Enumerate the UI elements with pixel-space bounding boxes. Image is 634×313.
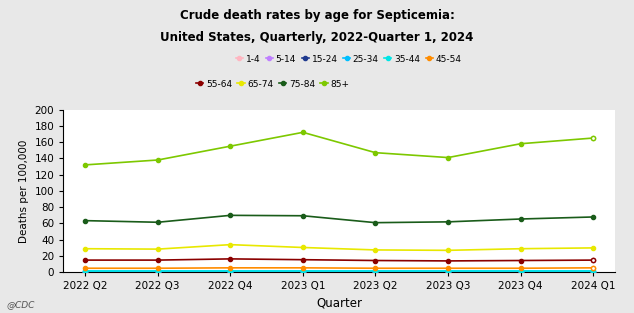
15-24	[590, 270, 597, 274]
55-64	[444, 259, 452, 263]
35-44	[372, 269, 379, 273]
Y-axis label: Deaths per 100,000: Deaths per 100,000	[19, 139, 29, 243]
35-44	[517, 269, 524, 273]
55-64	[372, 259, 379, 262]
25-34	[590, 269, 597, 273]
45-54	[590, 266, 597, 270]
1-4	[154, 270, 162, 274]
25-34	[444, 269, 452, 273]
55-64	[81, 258, 89, 262]
15-24	[154, 270, 162, 274]
85+	[444, 156, 452, 159]
25-34	[226, 269, 234, 273]
Text: Crude death rates by age for Septicemia:: Crude death rates by age for Septicemia:	[179, 9, 455, 23]
5-14	[444, 270, 452, 274]
1-4	[590, 270, 597, 274]
1-4	[517, 270, 524, 274]
55-64	[299, 258, 307, 262]
1-4	[444, 270, 452, 274]
45-54	[226, 266, 234, 270]
65-74	[226, 243, 234, 247]
5-14	[81, 270, 89, 274]
5-14	[154, 270, 162, 274]
45-54	[299, 266, 307, 270]
15-24	[372, 270, 379, 274]
35-44	[590, 269, 597, 273]
65-74	[154, 247, 162, 251]
35-44	[81, 269, 89, 273]
85+	[81, 163, 89, 167]
5-14	[517, 270, 524, 274]
25-34	[154, 269, 162, 273]
5-14	[590, 270, 597, 274]
45-54	[372, 266, 379, 270]
5-14	[226, 270, 234, 274]
25-34	[81, 269, 89, 273]
15-24	[81, 270, 89, 274]
Line: 25-34: 25-34	[83, 269, 595, 274]
Line: 55-64: 55-64	[83, 257, 595, 263]
15-24	[226, 270, 234, 274]
85+	[590, 136, 597, 140]
35-44	[444, 269, 452, 273]
55-64	[154, 258, 162, 262]
Line: 15-24: 15-24	[83, 270, 595, 274]
1-4	[372, 270, 379, 274]
85+	[299, 131, 307, 134]
Text: @CDC: @CDC	[6, 300, 35, 309]
1-4	[299, 270, 307, 274]
45-54	[81, 266, 89, 270]
Line: 1-4: 1-4	[83, 270, 595, 274]
65-74	[444, 249, 452, 252]
45-54	[154, 266, 162, 270]
5-14	[372, 270, 379, 274]
Line: 65-74: 65-74	[83, 243, 595, 252]
25-34	[299, 269, 307, 273]
45-54	[517, 266, 524, 270]
75-84	[517, 217, 524, 221]
1-4	[81, 270, 89, 274]
55-64	[517, 259, 524, 262]
85+	[372, 151, 379, 155]
15-24	[444, 270, 452, 274]
35-44	[154, 269, 162, 273]
Line: 85+: 85+	[83, 130, 595, 167]
75-84	[299, 214, 307, 218]
65-74	[299, 246, 307, 249]
75-84	[154, 220, 162, 224]
X-axis label: Quarter: Quarter	[316, 297, 362, 310]
35-44	[299, 269, 307, 273]
Line: 45-54: 45-54	[83, 266, 595, 270]
75-84	[444, 220, 452, 224]
1-4	[226, 270, 234, 274]
25-34	[372, 269, 379, 273]
25-34	[517, 269, 524, 273]
55-64	[590, 258, 597, 262]
15-24	[299, 270, 307, 274]
Line: 75-84: 75-84	[83, 213, 595, 225]
45-54	[444, 266, 452, 270]
85+	[154, 158, 162, 162]
85+	[226, 144, 234, 148]
75-84	[372, 221, 379, 224]
Legend: 55-64, 65-74, 75-84, 85+: 55-64, 65-74, 75-84, 85+	[196, 80, 349, 89]
75-84	[590, 215, 597, 219]
15-24	[517, 270, 524, 274]
65-74	[517, 247, 524, 251]
65-74	[81, 247, 89, 251]
Line: 5-14: 5-14	[83, 270, 595, 274]
Text: United States, Quarterly, 2022-Quarter 1, 2024: United States, Quarterly, 2022-Quarter 1…	[160, 31, 474, 44]
65-74	[372, 248, 379, 252]
75-84	[226, 213, 234, 217]
5-14	[299, 270, 307, 274]
Line: 35-44: 35-44	[83, 269, 595, 273]
Legend: 1-4, 5-14, 15-24, 25-34, 35-44, 45-54: 1-4, 5-14, 15-24, 25-34, 35-44, 45-54	[236, 54, 462, 64]
75-84	[81, 219, 89, 223]
65-74	[590, 246, 597, 250]
85+	[517, 142, 524, 146]
55-64	[226, 257, 234, 261]
35-44	[226, 269, 234, 273]
